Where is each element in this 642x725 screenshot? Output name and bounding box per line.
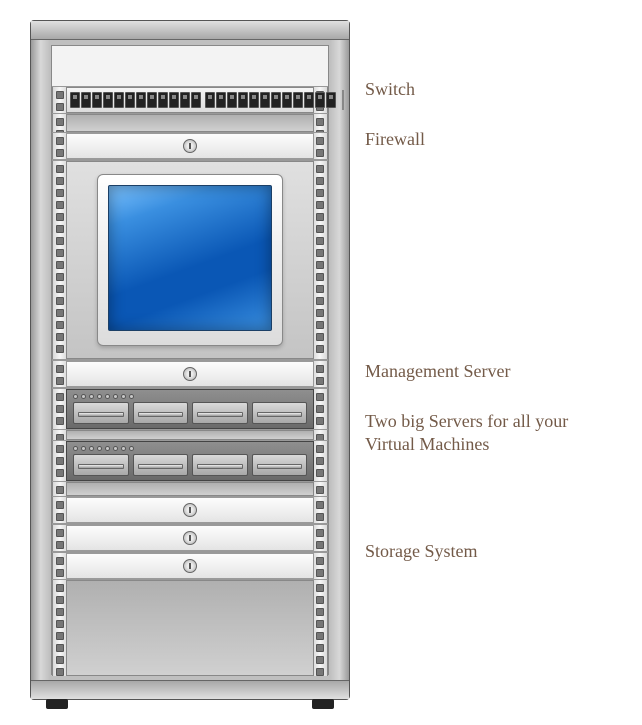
drive-bay <box>133 454 189 476</box>
lock-icon <box>183 503 197 517</box>
firewall-unit <box>52 132 328 160</box>
label-management: Management Server <box>365 360 615 383</box>
drive-bay <box>252 402 308 424</box>
storage-unit-1 <box>52 496 328 524</box>
label-storage: Storage System <box>365 540 615 563</box>
switch-ports <box>67 89 342 111</box>
server-unit-1 <box>52 388 328 430</box>
drive-bay <box>192 454 248 476</box>
drive-bay <box>133 402 189 424</box>
switch-unit <box>52 86 328 114</box>
storage-unit-3 <box>52 552 328 580</box>
lock-icon <box>183 559 197 573</box>
lock-icon <box>183 139 197 153</box>
drive-bay <box>252 454 308 476</box>
spacer <box>52 114 328 132</box>
drive-bay <box>73 454 129 476</box>
rack-inner <box>51 45 329 675</box>
monitor-unit <box>52 160 328 360</box>
spacer <box>52 482 328 496</box>
switch-vent <box>342 90 344 110</box>
server-leds <box>73 394 307 398</box>
monitor-screen <box>108 185 273 331</box>
lock-icon <box>183 367 197 381</box>
spacer <box>52 430 328 440</box>
rack-frame <box>30 20 350 700</box>
monitor-bezel <box>97 174 284 346</box>
drive-bay <box>73 402 129 424</box>
rack-outer <box>30 20 350 700</box>
management-unit <box>52 360 328 388</box>
spacer <box>52 580 328 676</box>
label-servers: Two big Servers for all your Virtual Mac… <box>365 410 615 457</box>
label-switch: Switch <box>365 78 615 101</box>
label-firewall: Firewall <box>365 128 615 151</box>
server-unit-2 <box>52 440 328 482</box>
drive-bay <box>192 402 248 424</box>
lock-icon <box>183 531 197 545</box>
server-leds <box>73 446 307 450</box>
storage-unit-2 <box>52 524 328 552</box>
